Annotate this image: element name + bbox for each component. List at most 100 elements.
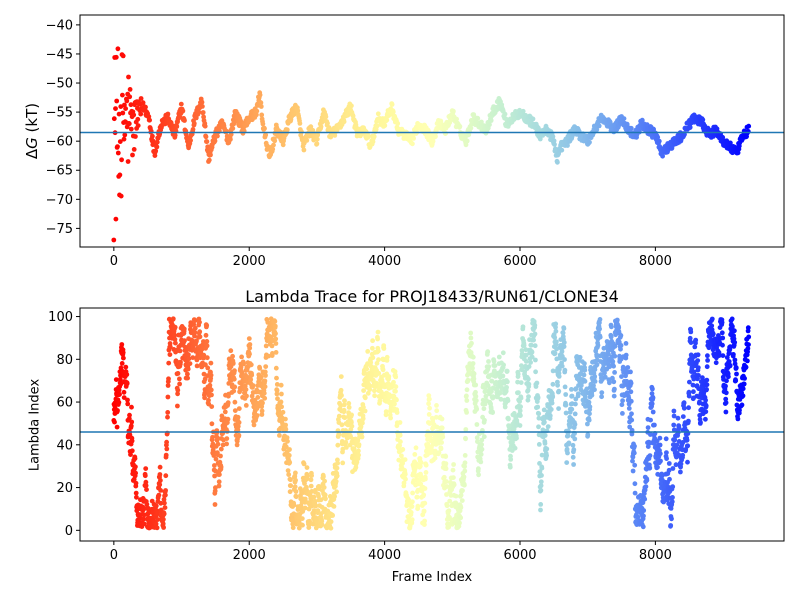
lambda-point [202, 390, 208, 396]
delta-g-point [565, 143, 570, 148]
delta-g-point [126, 74, 131, 80]
lambda-point [482, 417, 487, 423]
lambda-point [117, 391, 122, 397]
lambda-point [681, 400, 687, 406]
delta-g-point [301, 147, 307, 153]
lambda-point [319, 518, 325, 524]
delta-g-point [130, 152, 135, 158]
lambda-point [323, 496, 328, 502]
lambda-point [354, 459, 360, 465]
lambda-point [192, 330, 198, 335]
lambda-point [479, 446, 485, 452]
lambda-point [536, 411, 542, 417]
lambda-point [422, 522, 427, 527]
lambda-point [745, 358, 750, 364]
lambda-point [555, 382, 560, 388]
lambda-point [732, 328, 737, 334]
delta-g-point [133, 134, 138, 139]
lambda-point [700, 375, 705, 381]
lambda-point [129, 404, 134, 410]
delta-g-point [113, 216, 119, 222]
delta-g-point [114, 98, 120, 104]
lambda-point [370, 338, 375, 344]
lambda-point [133, 470, 139, 476]
lambda-point [526, 364, 532, 369]
lambda-point [481, 434, 487, 440]
delta-g-y-axis-label: ΔG (kT) [23, 103, 41, 159]
lambda-point [623, 341, 629, 346]
delta-g-point [258, 104, 264, 109]
lambda-point [618, 343, 624, 348]
lambda-point [719, 320, 725, 325]
lambda-point [251, 422, 257, 428]
lambda-point [734, 371, 739, 377]
lambda-point [644, 477, 650, 483]
lambda-point [274, 375, 279, 381]
delta-g-point [448, 117, 453, 123]
lambda-point [247, 345, 253, 351]
lambda-point [291, 518, 296, 524]
lambda-point [704, 387, 709, 392]
lambda-point [562, 384, 568, 390]
lambda-point [192, 333, 197, 339]
lambda-point [723, 400, 729, 406]
lambda-point [269, 343, 275, 349]
lambda-point [185, 375, 191, 381]
lambda-point [299, 516, 305, 521]
lambda-point [592, 374, 598, 379]
y-tick-label: 0 [65, 524, 73, 539]
delta-g-point [118, 193, 124, 199]
lambda-point [209, 392, 214, 398]
lambda-point [619, 374, 624, 379]
lambda-point [695, 352, 701, 358]
lambda-point [236, 432, 242, 438]
lambda-point [384, 354, 390, 360]
lambda-point [144, 502, 150, 507]
lambda-point [589, 392, 595, 398]
lambda-point [376, 357, 381, 363]
lambda-point [259, 408, 265, 414]
lambda-point [471, 376, 477, 382]
lambda-point [746, 342, 751, 347]
lambda-point [161, 511, 167, 517]
lambda-point [464, 393, 469, 399]
delta-g-point [208, 152, 213, 158]
delta-g-point [254, 112, 259, 118]
lambda-point [625, 365, 631, 370]
delta-g-point [656, 138, 662, 144]
lambda-x-axis-label: Frame Index [392, 570, 473, 585]
lambda-point [553, 324, 558, 330]
lambda-point [544, 446, 550, 452]
lambda-point [724, 378, 729, 384]
lambda-point [592, 387, 597, 393]
lambda-x-ticks: 0 2000 4000 6000 8000 [110, 541, 672, 563]
lambda-point [409, 517, 415, 522]
delta-g-point [520, 108, 526, 114]
lambda-point [690, 359, 695, 365]
lambda-point [225, 416, 231, 422]
lambda-point [627, 424, 633, 430]
lambda-point [403, 476, 408, 482]
lambda-point [464, 398, 470, 403]
lambda-point [409, 504, 415, 509]
lambda-point [745, 346, 751, 351]
lambda-point [671, 408, 677, 414]
lambda-point [244, 374, 250, 380]
lambda-point [218, 464, 224, 470]
lambda-point [415, 503, 421, 509]
lambda-point [128, 423, 134, 429]
lambda-point [143, 466, 149, 471]
lambda-point [408, 510, 414, 515]
lambda-point [612, 386, 617, 392]
lambda-point [645, 425, 651, 430]
lambda-point [723, 390, 729, 396]
lambda-point [191, 322, 197, 327]
lambda-point [470, 365, 475, 371]
lambda-point [492, 363, 498, 368]
lambda-point [421, 508, 427, 514]
lambda-point [614, 317, 620, 323]
lambda-point [423, 462, 429, 468]
delta-g-point [366, 134, 371, 140]
lambda-point [587, 404, 593, 410]
